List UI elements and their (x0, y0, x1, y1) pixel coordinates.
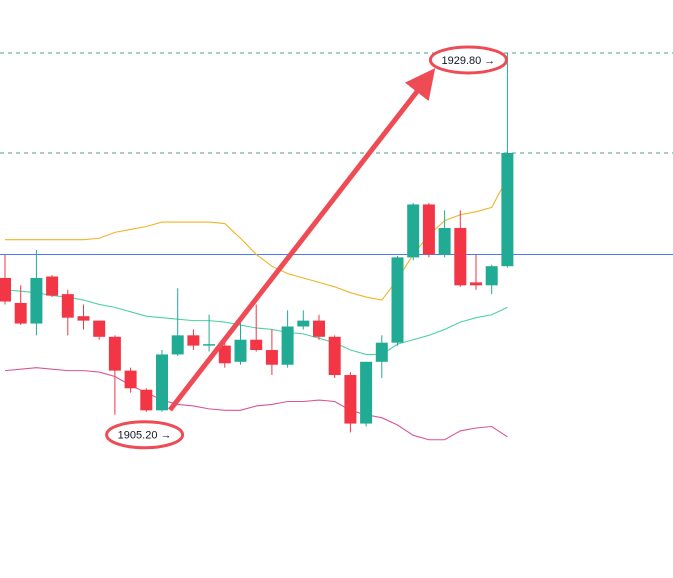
candle-body (171, 335, 184, 355)
candle-body (30, 277, 43, 324)
candle-body (77, 316, 90, 321)
candle-body (407, 204, 420, 258)
candle-body (297, 320, 310, 327)
candle-body (93, 320, 106, 337)
candle-body (61, 294, 74, 318)
candle-body (328, 336, 341, 376)
price-label: 1929.80 → (441, 55, 495, 67)
candle-body (203, 344, 216, 346)
candle-body (391, 257, 404, 343)
candles (0, 52, 514, 433)
highlight-ellipse (105, 420, 185, 450)
price-label: 1905.20 → (118, 430, 172, 442)
candle-body (46, 276, 59, 296)
candle-body (187, 335, 200, 346)
candle-body (501, 152, 514, 267)
candle-body (140, 389, 153, 411)
candle-body (234, 339, 247, 362)
candle-body (0, 277, 11, 302)
candle-body (454, 227, 467, 286)
candle-body (156, 354, 168, 411)
candle-body (14, 302, 27, 324)
guides (0, 52, 673, 255)
trend-arrow (168, 68, 436, 412)
candle-body (218, 345, 231, 364)
candle-body (108, 336, 121, 371)
annotations: 1905.20 → 1929.80 → (105, 45, 508, 450)
candle-body (470, 282, 482, 286)
candle-body (438, 227, 451, 255)
candle-body (360, 361, 373, 424)
candle-body (250, 339, 263, 351)
candle-body (124, 370, 137, 389)
candle-body (313, 320, 325, 337)
candle-body (344, 375, 357, 424)
candle-body (422, 204, 435, 255)
highlight-ellipse (428, 45, 508, 75)
band-line (4, 367, 508, 441)
candle-body (375, 342, 388, 362)
candle-body (281, 326, 294, 365)
candle-body (485, 266, 498, 286)
candle-body (265, 350, 278, 365)
